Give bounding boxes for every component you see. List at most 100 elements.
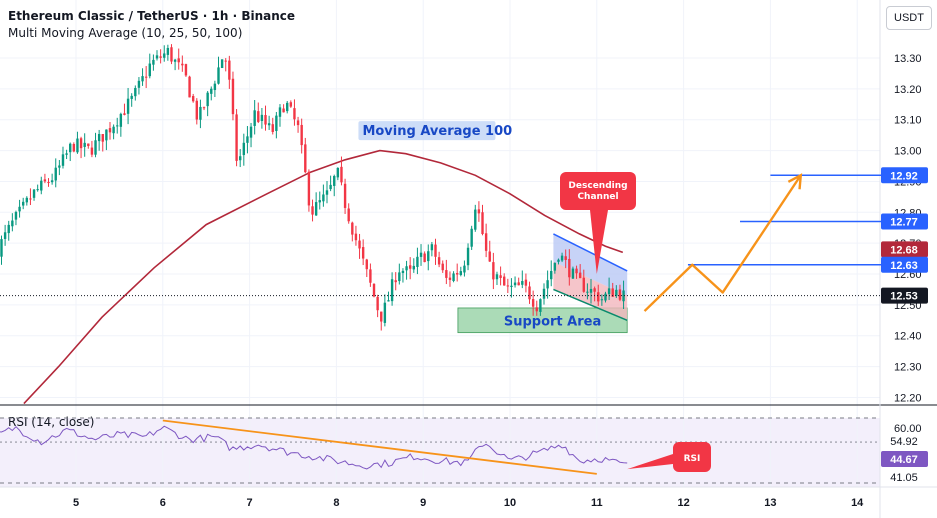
candle[interactable]: [372, 283, 376, 298]
candle[interactable]: [184, 63, 188, 77]
candle[interactable]: [452, 271, 455, 283]
candle[interactable]: [510, 278, 513, 298]
candle[interactable]: [495, 271, 499, 286]
candle[interactable]: [427, 244, 430, 271]
candle[interactable]: [503, 273, 506, 286]
candle[interactable]: [36, 184, 39, 192]
candle[interactable]: [43, 173, 47, 184]
support-area[interactable]: [457, 307, 628, 334]
candle[interactable]: [159, 49, 162, 64]
candle[interactable]: [21, 197, 25, 210]
candle[interactable]: [61, 146, 65, 169]
candle[interactable]: [325, 180, 329, 204]
candle[interactable]: [466, 243, 470, 271]
candle[interactable]: [575, 265, 578, 279]
candle[interactable]: [589, 278, 593, 304]
candle[interactable]: [199, 99, 202, 129]
candle[interactable]: [380, 311, 383, 331]
candle[interactable]: [69, 142, 72, 162]
candle[interactable]: [29, 188, 32, 206]
channel-top-line[interactable]: [553, 233, 628, 272]
candle[interactable]: [155, 50, 159, 61]
candle[interactable]: [40, 176, 43, 195]
candle[interactable]: [58, 160, 61, 176]
candle[interactable]: [430, 241, 434, 257]
candle[interactable]: [152, 54, 155, 71]
candle[interactable]: [445, 259, 448, 285]
candle[interactable]: [14, 210, 18, 226]
candle[interactable]: [600, 294, 604, 306]
candle[interactable]: [506, 278, 510, 294]
candle[interactable]: [528, 281, 531, 304]
candle[interactable]: [47, 178, 50, 187]
candle[interactable]: [383, 294, 387, 327]
candle[interactable]: [416, 247, 419, 275]
candle[interactable]: [354, 225, 358, 246]
candle[interactable]: [408, 257, 412, 280]
candle[interactable]: [195, 98, 198, 125]
candle[interactable]: [278, 104, 282, 127]
candle[interactable]: [300, 118, 303, 154]
candle[interactable]: [307, 169, 311, 212]
candle[interactable]: [571, 266, 575, 280]
candle[interactable]: [293, 99, 296, 126]
candle[interactable]: [318, 191, 321, 210]
candle[interactable]: [470, 225, 473, 250]
candle[interactable]: [220, 59, 224, 69]
candle[interactable]: [54, 158, 57, 188]
candle[interactable]: [257, 102, 260, 124]
candle[interactable]: [304, 137, 307, 174]
candle[interactable]: [137, 77, 141, 95]
candle[interactable]: [105, 129, 108, 151]
candle[interactable]: [260, 107, 264, 129]
candle[interactable]: [25, 196, 29, 206]
candle[interactable]: [126, 87, 130, 125]
candle[interactable]: [351, 221, 354, 242]
candle[interactable]: [228, 55, 231, 89]
candle[interactable]: [521, 270, 524, 289]
candle[interactable]: [314, 192, 318, 216]
candle[interactable]: [181, 55, 184, 72]
candle[interactable]: [173, 58, 177, 71]
candle[interactable]: [582, 269, 585, 293]
candle[interactable]: [604, 291, 607, 303]
candle[interactable]: [11, 213, 14, 232]
candle[interactable]: [405, 260, 408, 280]
rsi-line[interactable]: [0, 425, 628, 470]
time-axis[interactable]: 5 6 7 8 9 10 11 12 13 14: [73, 497, 864, 509]
candle[interactable]: [191, 93, 195, 103]
candle[interactable]: [564, 249, 567, 269]
candle[interactable]: [123, 103, 126, 116]
candle[interactable]: [79, 136, 83, 159]
candle[interactable]: [343, 178, 347, 214]
candle[interactable]: [531, 290, 535, 316]
candle[interactable]: [108, 121, 112, 140]
candle[interactable]: [492, 252, 495, 290]
rsi-trendline[interactable]: [162, 419, 597, 475]
candle[interactable]: [550, 260, 553, 287]
projection-path[interactable]: [643, 174, 802, 312]
candle[interactable]: [289, 100, 293, 108]
candle[interactable]: [597, 284, 600, 306]
candle[interactable]: [329, 175, 332, 192]
candle[interactable]: [488, 240, 491, 262]
channel-bottom-line[interactable]: [553, 288, 628, 322]
candle[interactable]: [553, 262, 557, 274]
candle[interactable]: [231, 71, 235, 121]
candle[interactable]: [217, 56, 220, 85]
candle[interactable]: [441, 260, 444, 273]
candle[interactable]: [275, 111, 278, 139]
candle[interactable]: [524, 273, 528, 293]
candle[interactable]: [423, 251, 426, 263]
currency-button[interactable]: USDT: [886, 6, 932, 30]
candle[interactable]: [568, 249, 571, 286]
candle[interactable]: [130, 93, 133, 107]
candle[interactable]: [177, 48, 180, 70]
candle[interactable]: [166, 44, 170, 61]
candle[interactable]: [7, 220, 10, 241]
candle[interactable]: [242, 133, 246, 166]
candle[interactable]: [271, 117, 274, 135]
candle[interactable]: [560, 252, 564, 263]
candle[interactable]: [253, 100, 256, 135]
rsi-callout[interactable]: [673, 442, 711, 472]
